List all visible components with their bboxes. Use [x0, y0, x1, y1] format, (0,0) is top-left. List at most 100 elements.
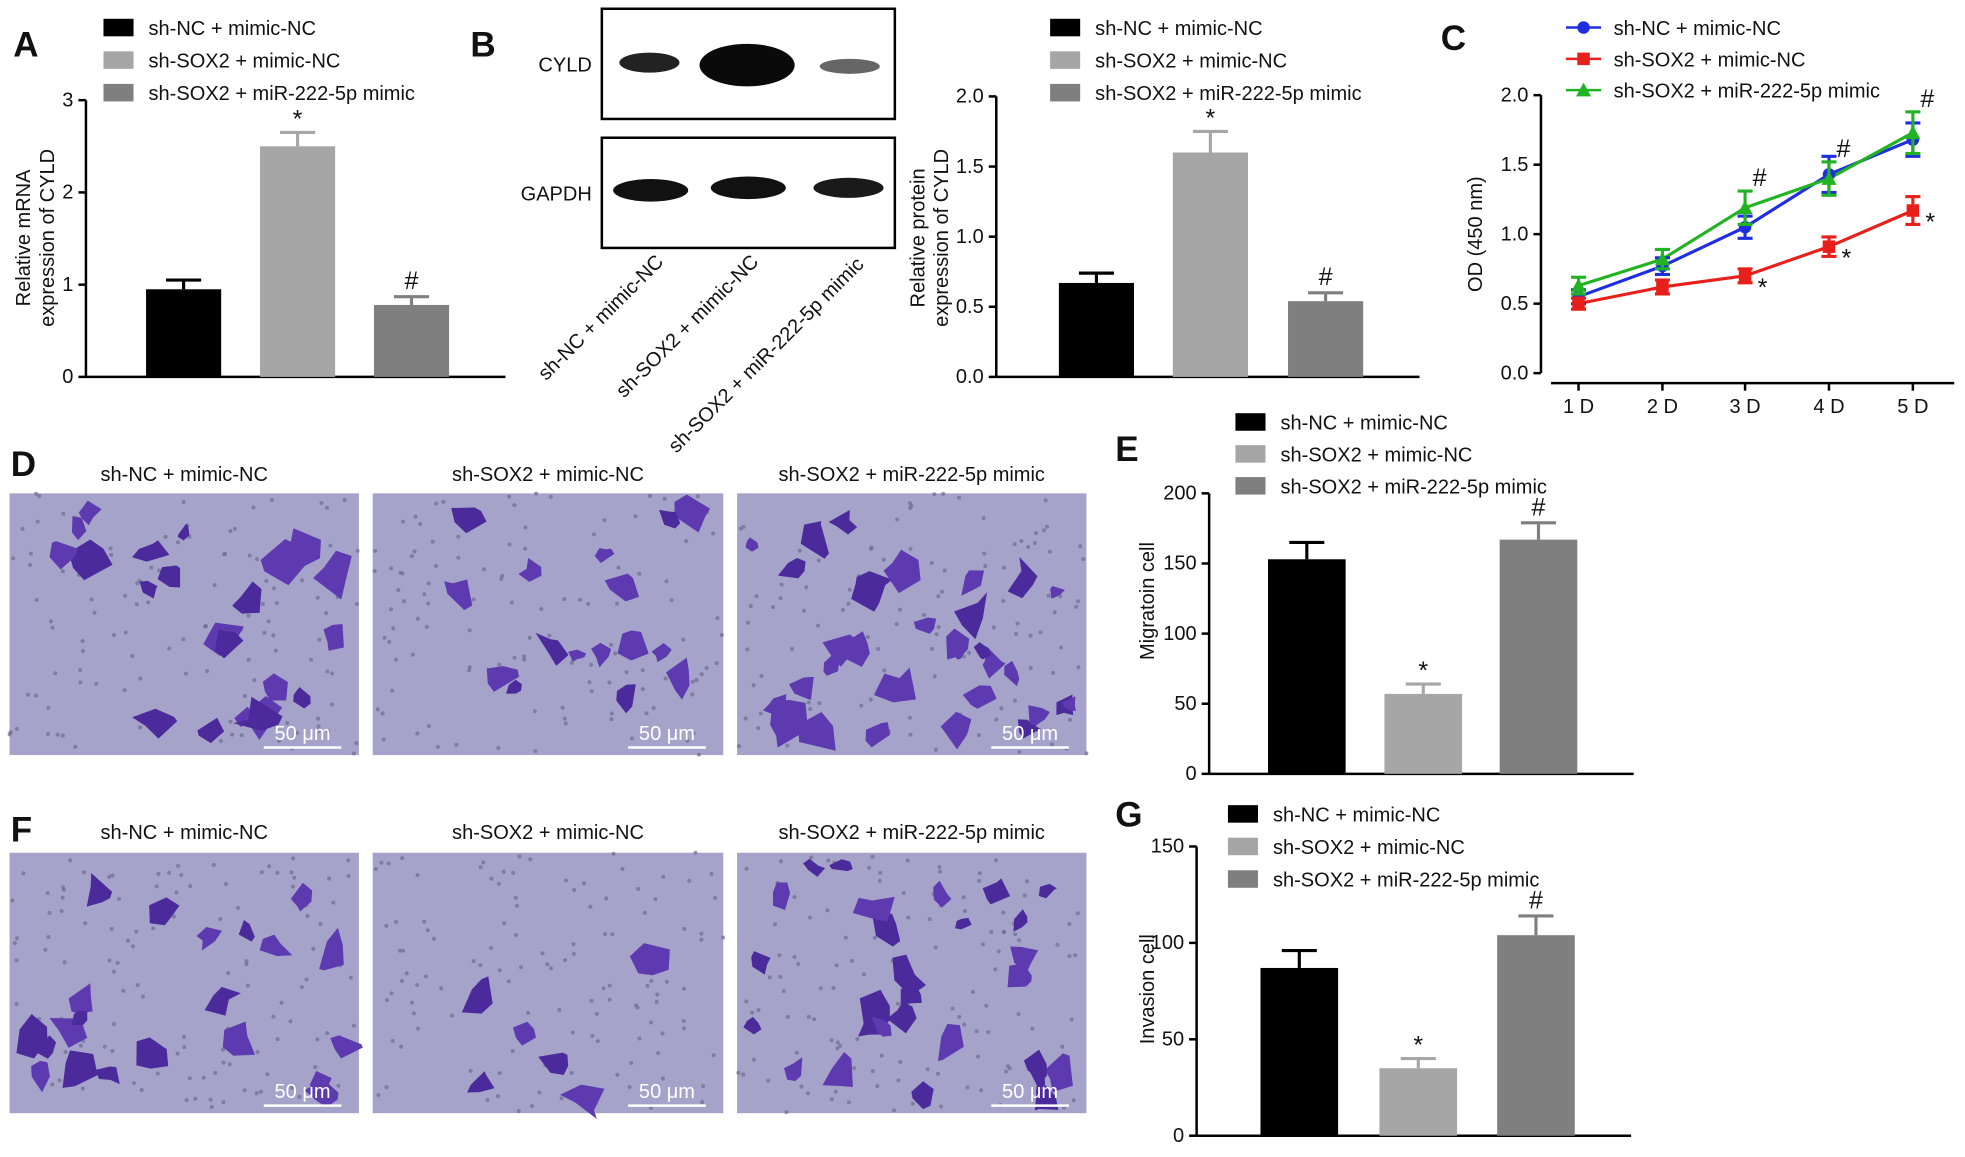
pore	[254, 1091, 259, 1096]
pore	[135, 581, 140, 586]
pore	[846, 601, 851, 606]
cell	[95, 1066, 120, 1085]
cell	[177, 523, 190, 541]
legend-swatch	[1227, 870, 1258, 888]
pore	[756, 1007, 761, 1012]
pore	[637, 571, 642, 576]
pore	[208, 1097, 213, 1102]
pore	[1042, 528, 1047, 533]
pore	[609, 717, 614, 722]
pore	[758, 711, 763, 716]
pore	[155, 1071, 160, 1076]
pore	[80, 639, 85, 644]
pore	[1017, 938, 1022, 943]
pore	[468, 1068, 473, 1073]
pore	[989, 930, 994, 935]
pore	[977, 871, 982, 876]
pore	[348, 975, 353, 980]
pore	[1001, 910, 1006, 915]
pore	[996, 949, 1001, 954]
pore	[478, 963, 483, 968]
pore	[896, 1078, 901, 1083]
pore	[690, 692, 695, 697]
pore	[232, 526, 237, 531]
pore	[744, 999, 749, 1004]
cell	[31, 1060, 50, 1093]
pore	[426, 581, 431, 586]
cell	[962, 685, 997, 709]
annotation: *	[1418, 657, 1428, 685]
pore	[1044, 524, 1050, 529]
pore	[376, 1092, 381, 1097]
pore	[53, 671, 58, 676]
pore	[481, 860, 486, 865]
pore	[1058, 594, 1063, 599]
pore	[649, 1020, 654, 1025]
pore	[131, 1081, 136, 1086]
pore	[415, 731, 420, 736]
pore	[578, 597, 583, 602]
pore	[14, 726, 19, 731]
pore	[57, 1078, 62, 1083]
pore	[939, 1104, 944, 1109]
pore	[748, 604, 753, 609]
pore	[701, 1084, 706, 1089]
pore	[962, 909, 967, 914]
pore	[330, 671, 335, 676]
pore	[642, 910, 647, 915]
y-tick-label: 2.0	[956, 86, 984, 108]
pore	[111, 1022, 116, 1027]
pore	[1055, 942, 1060, 947]
pore	[501, 869, 506, 874]
legend-swatch	[103, 83, 134, 102]
pore	[564, 878, 569, 883]
pore	[509, 600, 514, 605]
legend-swatch	[1227, 805, 1258, 823]
pore	[387, 639, 392, 644]
pore	[1067, 921, 1072, 927]
pore	[171, 914, 176, 919]
cell	[535, 632, 569, 666]
y-tick-label: 1.5	[1501, 154, 1529, 176]
cell	[940, 711, 972, 750]
cell	[233, 696, 283, 731]
pore	[981, 516, 986, 521]
pore	[315, 595, 320, 600]
scale-bar-label: 50 μm	[275, 1081, 331, 1103]
pore	[616, 565, 621, 570]
cell	[1038, 883, 1057, 899]
pore	[881, 557, 886, 562]
y-tick-label: 1.5	[956, 156, 984, 178]
pore	[34, 597, 39, 602]
pore	[122, 688, 127, 693]
pore	[977, 878, 982, 883]
pore	[907, 715, 912, 720]
pore	[778, 974, 783, 979]
pore	[1012, 542, 1017, 547]
pore	[808, 915, 813, 920]
pore	[20, 526, 25, 531]
pore	[901, 890, 906, 895]
pore	[1032, 541, 1037, 546]
cell	[886, 1001, 917, 1034]
legend-label: sh-SOX2 + miR-222-5p mimic	[1095, 83, 1361, 105]
pore	[829, 1038, 834, 1043]
pore	[134, 929, 139, 934]
pore	[435, 744, 440, 749]
pore	[523, 546, 528, 551]
pore	[386, 861, 391, 866]
pore	[515, 903, 520, 908]
pore	[750, 1010, 755, 1015]
pore	[993, 967, 998, 972]
annotation: #	[1532, 493, 1546, 521]
pore	[1068, 717, 1073, 722]
pore	[351, 751, 356, 756]
pore	[34, 491, 39, 496]
pore	[767, 975, 772, 980]
pore	[1001, 598, 1006, 604]
pore	[439, 986, 444, 991]
pore	[933, 945, 938, 950]
pore	[1071, 1098, 1076, 1103]
pore	[592, 532, 597, 537]
